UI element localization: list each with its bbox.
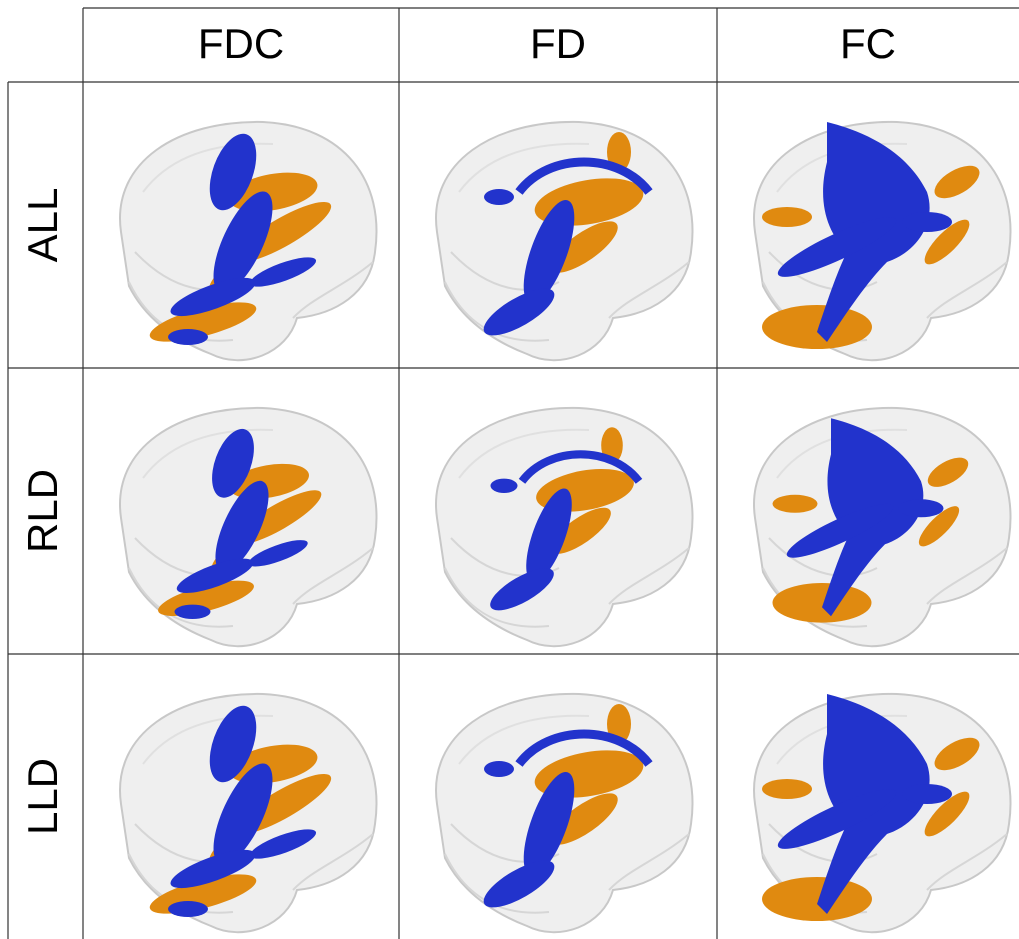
brain-image <box>120 122 376 360</box>
figure: FDC FD FC ALL RLD LLD <box>0 0 1019 939</box>
brain-image <box>754 122 1010 360</box>
brain-image <box>754 408 1010 646</box>
column-header: FC <box>840 20 896 67</box>
column-header: FD <box>530 20 586 67</box>
brain-image <box>436 408 692 646</box>
row-header: ALL <box>19 188 66 263</box>
row-header: LLD <box>19 758 66 835</box>
row-header: RLD <box>19 469 66 553</box>
page: FDCFDFCALLRLDLLD (() => { const data = J… <box>0 0 1019 939</box>
brain-image <box>120 694 376 932</box>
brain-image <box>436 122 692 360</box>
column-header: FDC <box>198 20 284 67</box>
brain-image <box>120 408 376 646</box>
brain-image <box>436 694 692 932</box>
brain-image <box>754 694 1010 932</box>
